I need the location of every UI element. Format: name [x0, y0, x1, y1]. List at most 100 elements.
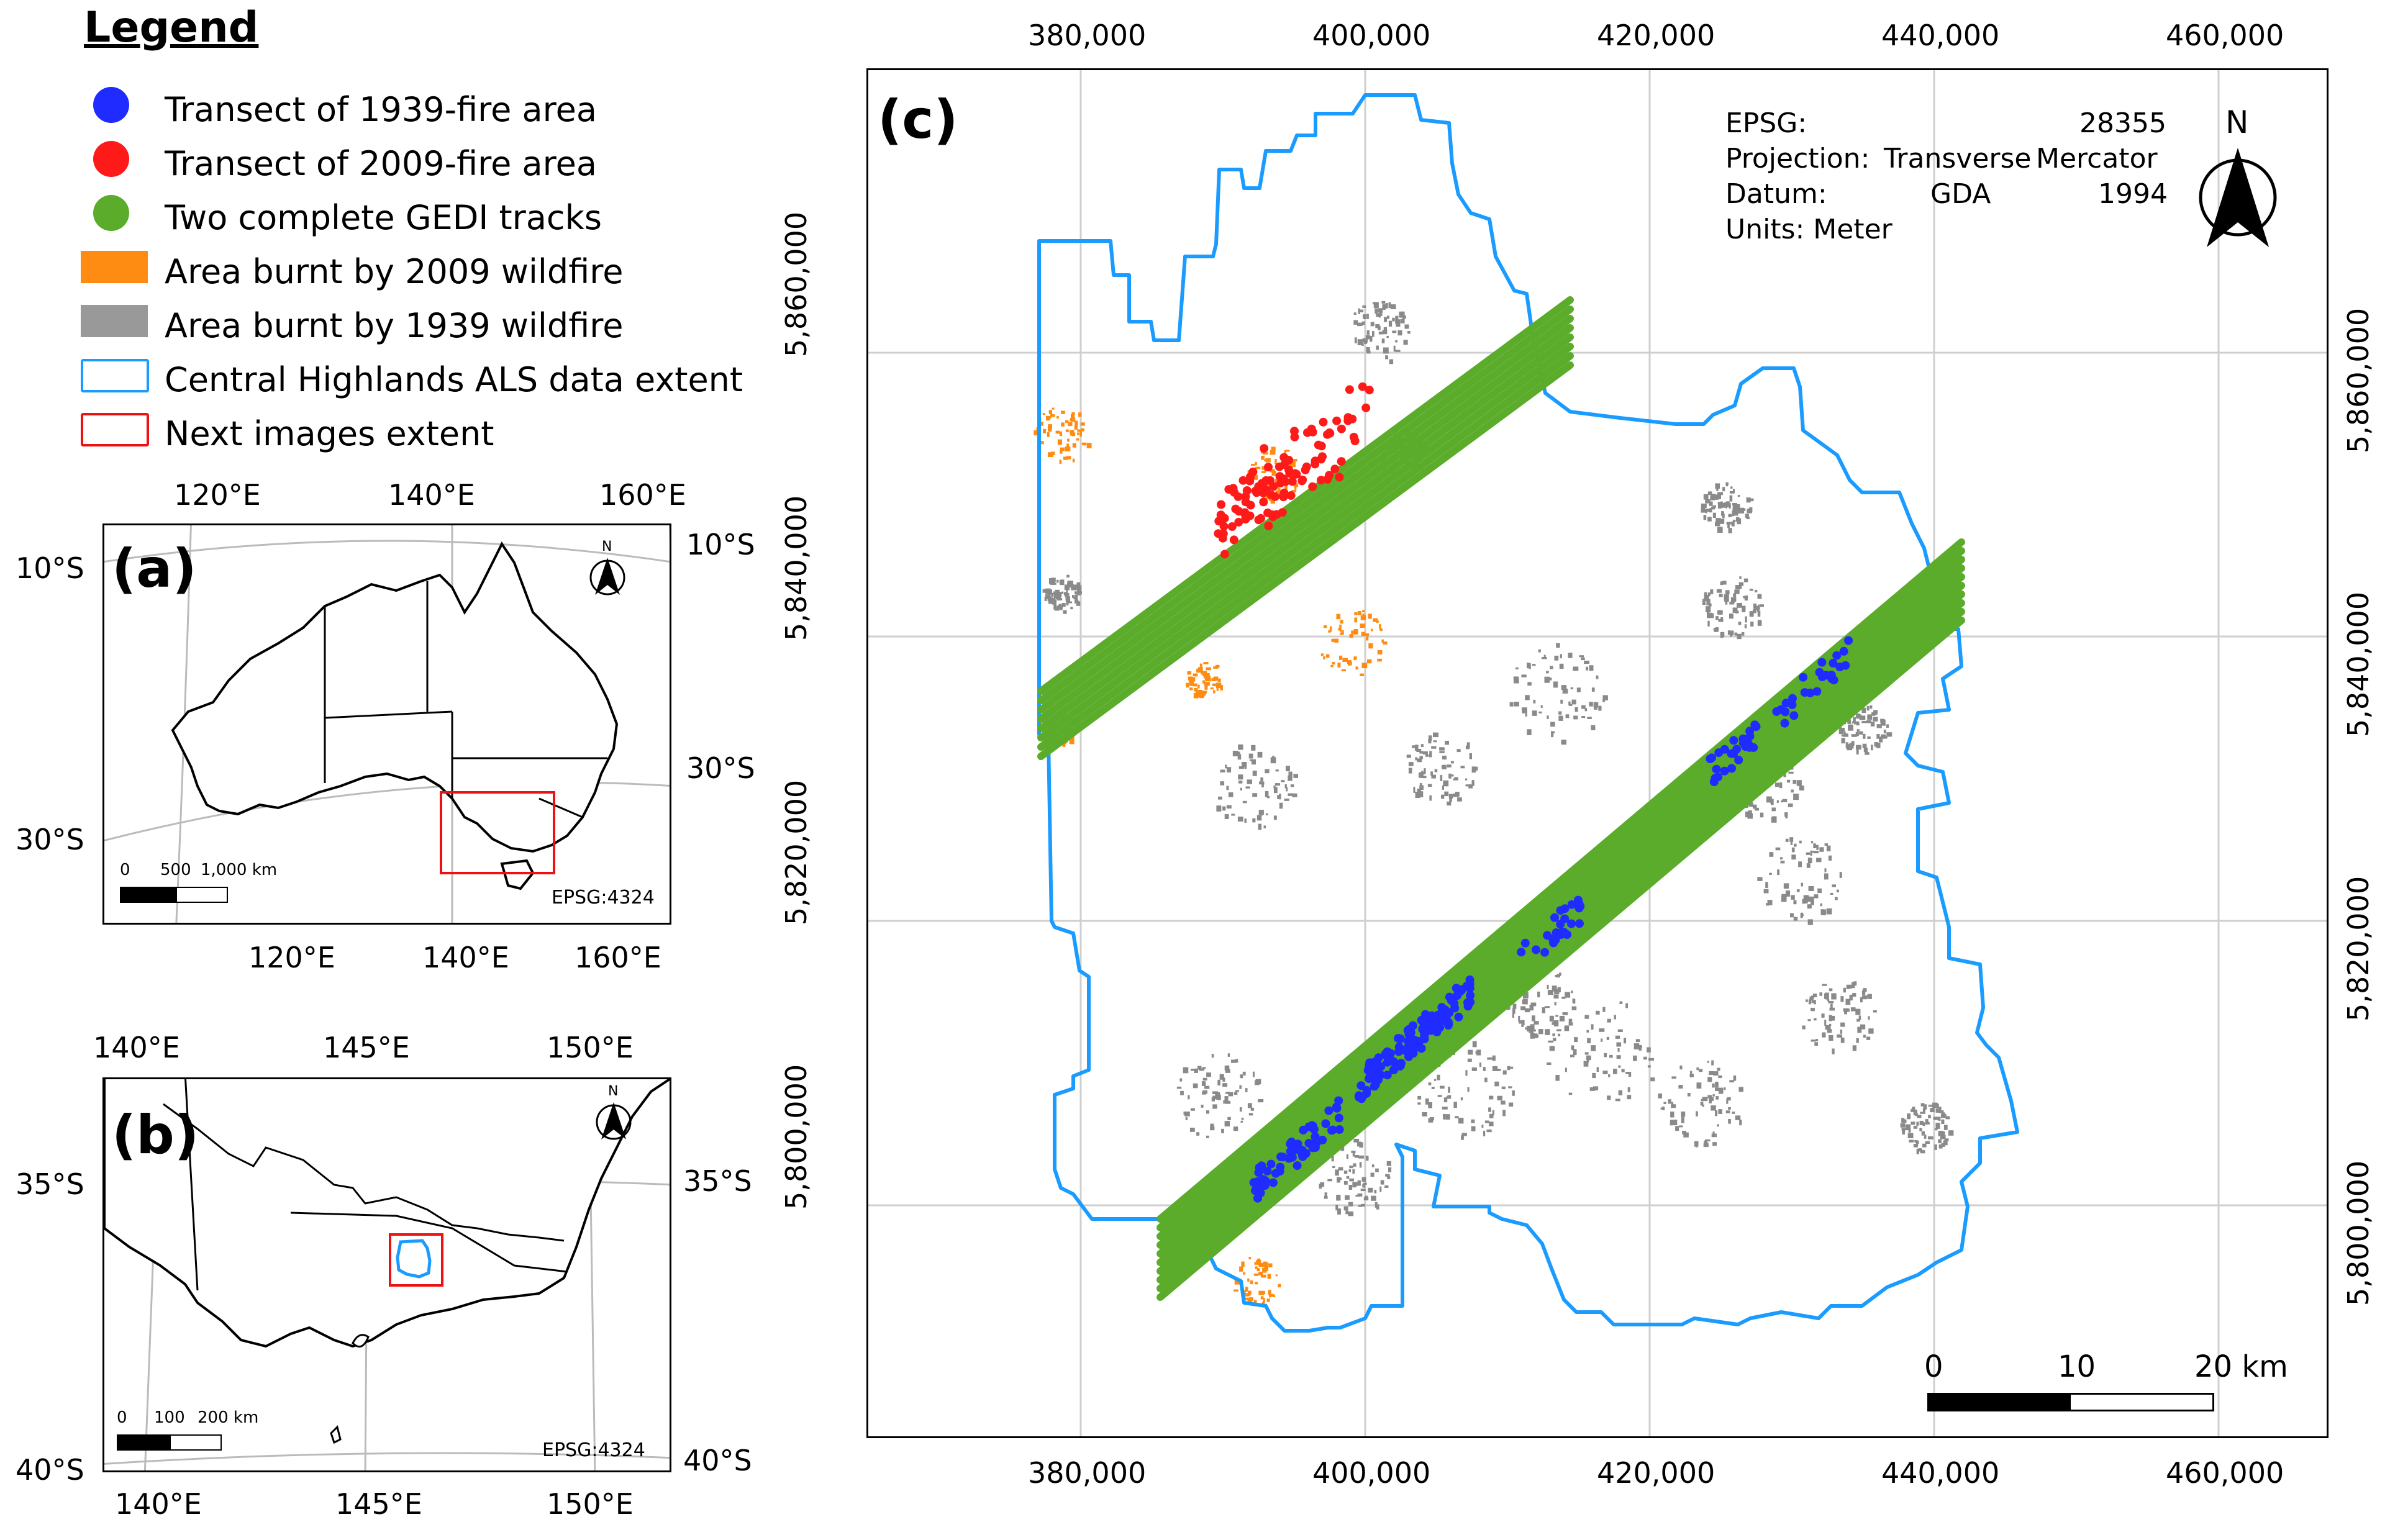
burnt-patch-1939: [1060, 607, 1063, 610]
burnt-patch-1939: [1832, 1015, 1835, 1021]
transect-1939-point: [1466, 991, 1475, 1000]
burnt-patch-2009: [1264, 459, 1266, 461]
burnt-patch-1939: [1554, 655, 1559, 661]
burnt-patch-1939: [1419, 772, 1424, 778]
transect-1939-point: [1806, 688, 1815, 697]
burnt-patch-1939: [1726, 1098, 1729, 1104]
burnt-patch-1939: [1753, 609, 1756, 614]
burnt-patch-1939: [1202, 1067, 1206, 1069]
burnt-patch-1939: [1185, 1117, 1188, 1120]
burnt-patch-1939: [1471, 1119, 1475, 1123]
burnt-patch-2009: [1261, 471, 1266, 473]
burnt-patch-1939: [1870, 705, 1873, 709]
burnt-patch-1939: [1602, 1007, 1606, 1012]
next-images-extent-a: [440, 791, 555, 874]
burnt-patch-1939: [1483, 1067, 1486, 1071]
burnt-patch-1939: [1806, 852, 1811, 855]
burnt-patch-1939: [1828, 855, 1832, 861]
burnt-patch-1939: [1532, 710, 1537, 716]
map-b-right-tick: 35°S: [683, 1164, 752, 1198]
burnt-patch-1939: [1399, 311, 1405, 318]
transect-1939-point: [1445, 992, 1454, 1002]
burnt-patch-1939: [1826, 908, 1832, 915]
burnt-patch-1939: [1576, 687, 1581, 692]
burnt-patch-1939: [1742, 508, 1746, 511]
burnt-patch-1939: [1873, 717, 1878, 722]
burnt-patch-1939: [1352, 1153, 1355, 1157]
burnt-patch-1939: [1428, 735, 1432, 741]
transect-1939-point: [1711, 774, 1720, 783]
burnt-patch-1939: [1745, 616, 1747, 623]
burnt-patch-2009: [1255, 1266, 1258, 1269]
burnt-patch-1939: [1292, 793, 1297, 797]
burnt-patch-1939: [1507, 1066, 1511, 1071]
burnt-patch-1939: [1512, 1003, 1517, 1009]
burnt-patch-2009: [1072, 443, 1076, 448]
burnt-patch-1939: [1701, 503, 1706, 508]
transect-1939-point: [1543, 931, 1552, 940]
burnt-patch-1939: [1884, 736, 1888, 739]
burnt-patch-1939: [1376, 309, 1381, 312]
transect-1939-point: [1817, 673, 1827, 681]
burnt-patch-1939: [1757, 594, 1762, 599]
transect-2009-point: [1260, 444, 1269, 453]
burnt-patch-1939: [1824, 873, 1829, 880]
burnt-patch-1939: [1791, 847, 1795, 853]
burnt-patch-1939: [1532, 1002, 1537, 1007]
burnt-patch-1939: [1934, 1128, 1938, 1131]
transect-2009-point: [1301, 465, 1310, 474]
burnt-patch-2009: [1361, 632, 1366, 636]
burnt-patch-1939: [1443, 1113, 1446, 1120]
burnt-patch-1939: [1587, 717, 1592, 719]
map-a-right-tick: 10°S: [686, 528, 755, 561]
burnt-patch-1939: [1484, 1120, 1489, 1123]
burnt-patch-1939: [1574, 1037, 1578, 1043]
burnt-patch-1939: [1584, 660, 1589, 664]
burnt-patch-1939: [1443, 1097, 1448, 1103]
burnt-patch-1939: [1242, 800, 1247, 804]
burnt-patch-1939: [1183, 1067, 1189, 1074]
transect-1939-point: [1263, 1167, 1272, 1175]
burnt-patch-1939: [1239, 1107, 1242, 1112]
burnt-patch-1939: [1206, 1110, 1210, 1114]
burnt-patch-2009: [1077, 432, 1079, 435]
burnt-patch-2009: [1074, 424, 1078, 430]
map-a-scalebar: 0 500 1,000 km: [120, 861, 277, 910]
burnt-patch-1939: [1729, 602, 1735, 605]
burnt-patch-1939: [1689, 1074, 1694, 1077]
burnt-patch-1939: [1921, 1131, 1924, 1136]
burnt-patch-1939: [1067, 581, 1071, 586]
transect-1939-point: [1396, 1034, 1405, 1043]
transect-1939-point: [1327, 1126, 1336, 1135]
burnt-patch-1939: [1598, 705, 1602, 711]
burnt-patch-2009: [1328, 630, 1331, 633]
burnt-patch-1939: [1063, 610, 1067, 614]
burnt-patch-2009: [1270, 450, 1276, 455]
burnt-patch-1939: [1871, 745, 1873, 751]
burnt-patch-1939: [1587, 1059, 1589, 1063]
burnt-patch-2009: [1048, 410, 1052, 414]
burnt-patch-2009: [1278, 1284, 1281, 1288]
burnt-patch-1939: [1448, 1087, 1450, 1093]
burnt-patch-1939: [1727, 630, 1731, 635]
burnt-patch-1939: [1281, 780, 1285, 782]
burnt-patch-1939: [1053, 594, 1058, 599]
transect-2009-point: [1337, 457, 1346, 466]
burnt-patch-1939: [1525, 695, 1530, 700]
burnt-patch-1939: [1711, 1133, 1717, 1138]
burnt-patch-2009: [1284, 484, 1288, 490]
burnt-patch-1939: [1722, 581, 1727, 585]
burnt-patch-1939: [1074, 586, 1077, 591]
burnt-patch-1939: [1771, 799, 1774, 805]
burnt-patch-1939: [1678, 1085, 1683, 1089]
burnt-patch-1939: [1228, 792, 1234, 797]
burnt-patch-1939: [1501, 1086, 1506, 1090]
burnt-patch-1939: [1515, 667, 1519, 669]
burnt-patch-2009: [1381, 639, 1384, 643]
map-a-top-tick: 140°E: [388, 478, 475, 512]
transect-1939-point: [1355, 1092, 1363, 1102]
burnt-patch-1939: [1222, 1083, 1228, 1087]
burnt-patch-1939: [1817, 888, 1822, 894]
transect-2009-point: [1220, 514, 1229, 523]
burnt-patch-1939: [1366, 330, 1370, 335]
